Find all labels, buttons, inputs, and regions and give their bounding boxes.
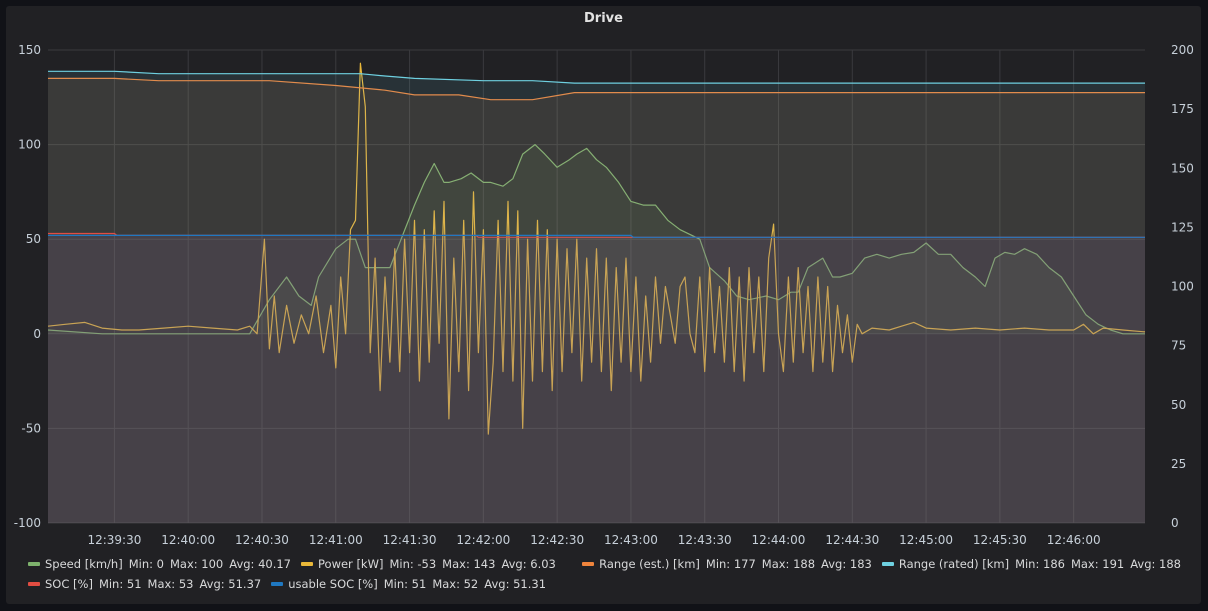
x-axis-tick-label: 12:42:30 [530,533,584,547]
legend-stat-min: Min: 186 [1015,557,1065,571]
x-axis-tick-label: 12:45:00 [899,533,953,547]
left-axis-tick-label: 100 [18,138,41,152]
legend-series-name: SOC [%] [45,577,93,591]
legend-item[interactable]: SOC [%] Min: 51 Max: 53 Avg: 51.37 [28,577,261,591]
legend-series-name: usable SOC [%] [288,577,378,591]
legend-left: Speed [km/h] Min: 0 Max: 100 Avg: 40.17 Powe… [28,557,566,591]
right-axis-tick-label: 150 [1171,161,1194,175]
series-line-usable-soc [48,234,1145,238]
legend-stat-avg: Avg: 183 [821,557,872,571]
left-axis-tick-label: 0 [33,327,41,341]
series-line-power-kw [47,62,1146,435]
series-area-range-est-km [48,78,1145,524]
x-axis-tick-label: 12:40:30 [235,533,289,547]
legend-swatch [881,561,894,566]
legend-item[interactable]: Speed [km/h] Min: 0 Max: 100 Avg: 40.17 [28,557,291,571]
series-area-speed-km-h [48,144,1145,334]
right-axis-tick-label: 200 [1171,43,1194,57]
right-axis-tick-label: 50 [1171,398,1186,412]
legend-stat-avg: Avg: 51.31 [484,577,547,591]
left-axis-tick-label: -100 [14,516,41,530]
series-area-usable-soc [48,235,1145,523]
series-area-soc [48,233,1145,523]
x-axis-tick-label: 12:45:30 [973,533,1027,547]
legend-series-name: Range (est.) [km] [599,557,700,571]
legend-right: Range (est.) [km] Min: 177 Max: 188 Avg: 18… [582,557,1191,571]
x-axis-tick-label: 12:44:00 [752,533,806,547]
legend-swatch [28,581,40,586]
x-axis-tick-label: 12:40:00 [161,533,215,547]
legend-item[interactable]: Range (rated) [km] Min: 186 Max: 191 Avg: 1… [881,557,1181,571]
legend-item[interactable]: Power [kW] Min: -53 Max: 143 Avg: 6.03 [301,557,556,571]
legend-series-name: Power [kW] [318,557,384,571]
legend-stat-avg: Avg: 40.17 [229,557,292,571]
panel-title[interactable]: Drive [584,11,623,26]
right-axis-tick-label: 0 [1171,516,1179,530]
right-axis-tick-label: 175 [1171,102,1194,116]
legend-stat-avg: Avg: 51.37 [199,577,262,591]
legend-swatch [271,581,284,586]
legend-swatch [28,561,40,566]
x-axis-tick-label: 12:42:00 [456,533,510,547]
left-axis-tick-label: -50 [21,421,41,435]
series-area-range-rated-km [48,71,1145,524]
series-line-range-rated-km [48,70,1145,84]
series-line-speed-km-h [47,144,1145,335]
legend-stat-max: Max: 100 [169,557,224,571]
x-axis-tick-label: 12:41:30 [383,533,437,547]
drive-chart: 150 100 50 0 -50 -100 200 175 150 125 100 75 50 25 0 12… [14,43,1194,547]
legend-stat-min: Min: 51 [98,577,142,591]
left-axis-tick-label: 150 [18,43,41,57]
series-line-range-est-km [48,77,1145,101]
left-axis-tick-label: 50 [26,232,41,246]
legend-swatch [301,561,314,566]
legend-item[interactable]: Range (est.) [km] Min: 177 Max: 188 Avg: 18… [582,557,872,571]
x-axis-tick-label: 12:43:30 [678,533,732,547]
right-axis-tick-label: 25 [1171,457,1186,471]
drive-panel: Drive 150 100 50 0 -50 -100 200 175 150 125 100 75 5… [6,6,1201,604]
x-axis-tick-label: 12:43:00 [604,533,658,547]
x-axis-tick-label: 12:39:30 [87,533,141,547]
legend-stat-min: Min: 177 [705,557,756,571]
right-axis-tick-label: 100 [1171,280,1194,294]
x-axis-tick-label: 12:44:30 [825,533,879,547]
legend-stat-min: Min: -53 [389,557,437,571]
right-axis-tick-label: 75 [1171,339,1186,353]
x-axis-tick-label: 12:41:00 [309,533,363,547]
x-axis-tick-label: 12:46:00 [1047,533,1101,547]
right-axis-tick-label: 125 [1171,220,1194,234]
legend-item[interactable]: usable SOC [%] Min: 51 Max: 52 Avg: 51.31 [271,577,546,591]
legend-swatch [582,561,595,566]
legend-stat-avg: Avg: 188 [1130,557,1181,571]
legend-stat-min: Min: 0 [128,557,164,571]
legend-stat-max: Max: 188 [761,557,816,571]
legend-stat-max: Max: 191 [1070,557,1125,571]
legend-series-name: Range (rated) [km] [898,557,1010,571]
legend-stat-min: Min: 51 [383,577,427,591]
legend-stat-max: Max: 52 [432,577,479,591]
legend-stat-max: Max: 53 [147,577,194,591]
legend-stat-max: Max: 143 [442,557,496,571]
legend-series-name: Speed [km/h] [45,557,123,571]
legend-stat-avg: Avg: 6.03 [501,557,556,571]
